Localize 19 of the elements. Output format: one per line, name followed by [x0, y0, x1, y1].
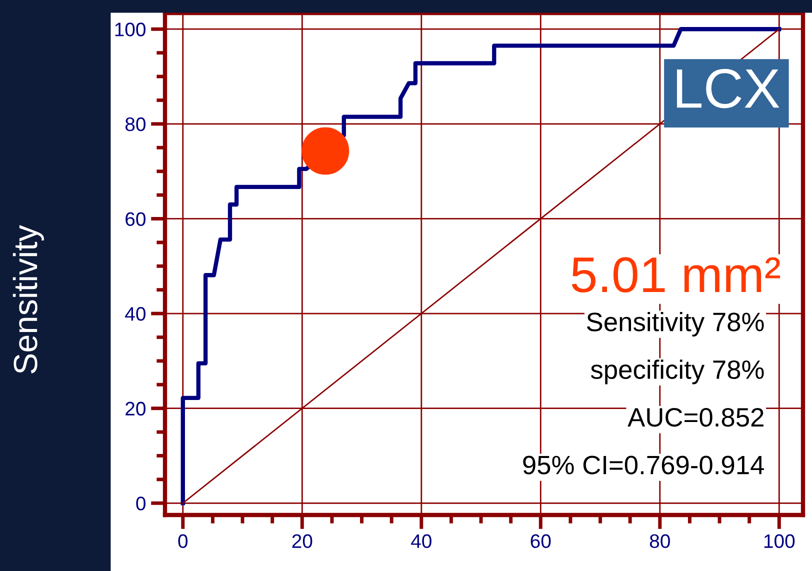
x-tick-label: 20	[292, 534, 312, 548]
x-tick-label: 60	[530, 534, 551, 548]
annotation: specificity 78%	[590, 360, 764, 384]
annotation: LCX	[676, 68, 780, 108]
x-tick-label: 100	[764, 534, 795, 548]
y-tick-label: 20	[126, 402, 146, 416]
x-tick-label: 0	[178, 534, 188, 548]
annotation: 95% CI=0.769-0.914	[523, 456, 764, 474]
annotation: 5.01 mm²	[572, 257, 780, 292]
annotation: Sensitivity 78%	[586, 312, 764, 337]
y-tick-label: 40	[125, 307, 146, 321]
y-tick-label: 80	[125, 117, 146, 132]
x-tick-label: 40	[411, 534, 432, 548]
y-axis-title: Sensitivity	[12, 225, 44, 374]
annotation: AUC=0.852	[628, 408, 764, 427]
x-tick-label: 80	[650, 534, 670, 548]
y-tick-label: 60	[126, 212, 146, 226]
y-tick-label: 0	[136, 496, 146, 510]
y-tick-label: 100	[115, 22, 146, 36]
